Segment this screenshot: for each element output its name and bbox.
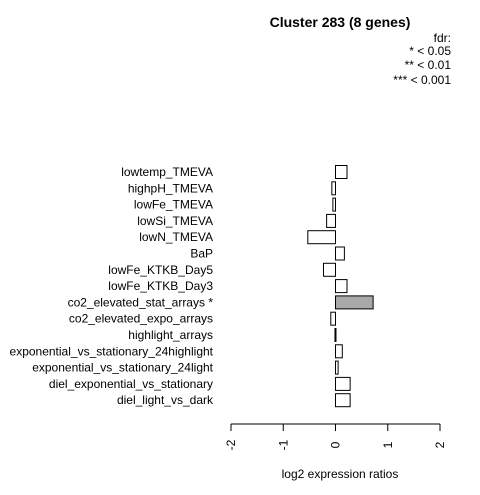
category-label-10: highlight_arrays	[128, 328, 213, 342]
bar-0	[335, 165, 348, 179]
bar-14	[335, 393, 351, 408]
category-label-4: lowN_TMEVA	[139, 230, 213, 244]
bar-2	[332, 197, 337, 212]
bar-13	[335, 376, 351, 391]
legend-entry-2: ** < 0.01	[405, 58, 452, 72]
category-label-3: lowSi_TMEVA	[137, 214, 213, 228]
legend: fdr: * < 0.05 ** < 0.01 *** < 0.001	[393, 31, 451, 87]
legend-entry-1: * < 0.05	[409, 44, 451, 58]
bar-12	[335, 360, 339, 375]
bar-10	[334, 328, 337, 342]
category-label-9: co2_elevated_expo_arrays	[69, 312, 213, 326]
x-axis: -2 -1 0 1 2	[224, 423, 447, 450]
bar-3	[326, 213, 336, 228]
category-label-11: exponential_vs_stationary_24highlight	[10, 344, 214, 358]
category-label-0: lowtemp_TMEVA	[121, 165, 213, 179]
category-label-14: diel_light_vs_dark	[117, 393, 214, 407]
category-label-5: BaP	[190, 247, 213, 261]
category-label-8: co2_elevated_stat_arrays *	[68, 295, 214, 309]
bars	[307, 165, 374, 408]
x-tick-label-0: -2	[224, 439, 238, 450]
bar-7	[335, 279, 348, 294]
category-labels: lowtemp_TMEVA highpH_TMEVA lowFe_TMEVA lowS…	[10, 165, 214, 407]
bar-5	[335, 246, 345, 261]
x-tick-label-1: -1	[276, 439, 290, 450]
bar-11	[335, 344, 343, 359]
bar-8	[335, 295, 374, 310]
category-label-7: lowFe_KTKB_Day3	[108, 279, 213, 293]
bar-1	[331, 181, 336, 196]
x-tick-label-4: 2	[433, 441, 447, 448]
legend-entry-3: *** < 0.001	[393, 73, 451, 87]
x-tick-label-2: 0	[329, 441, 343, 448]
chart-title: Cluster 283 (8 genes)	[270, 14, 411, 30]
bar-6	[322, 262, 337, 277]
category-label-1: highpH_TMEVA	[128, 181, 213, 195]
category-label-12: exponential_vs_stationary_24light	[32, 361, 213, 375]
bar-9	[330, 311, 336, 326]
x-tick-label-3: 1	[381, 441, 395, 448]
category-label-2: lowFe_TMEVA	[134, 198, 213, 212]
x-axis-label: log2 expression ratios	[282, 467, 399, 481]
category-label-13: diel_exponential_vs_stationary	[49, 377, 213, 391]
legend-title: fdr:	[434, 31, 451, 45]
bar-4	[307, 230, 336, 245]
category-label-6: lowFe_KTKB_Day5	[108, 263, 213, 277]
